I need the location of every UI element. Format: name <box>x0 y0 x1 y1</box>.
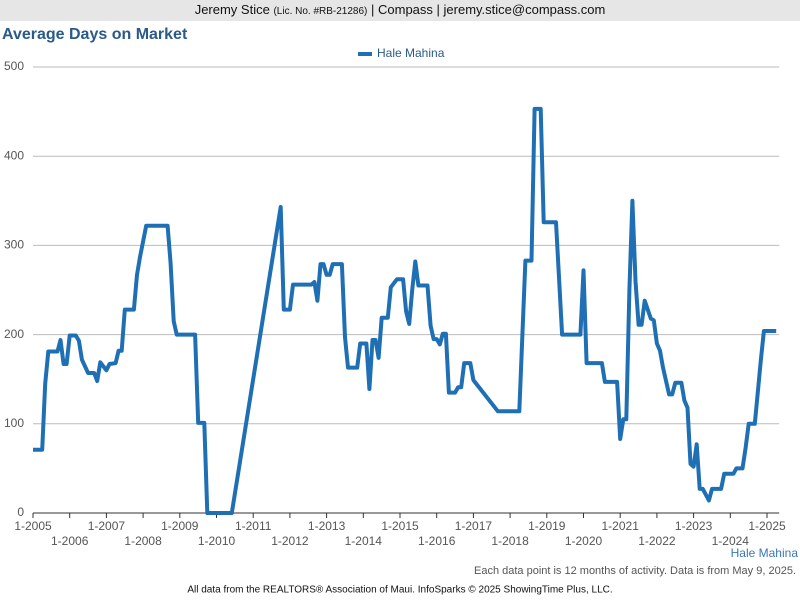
chart-title: Average Days on Market <box>2 26 188 43</box>
x-tick-label: 1-2013 <box>308 519 346 533</box>
license: (Lic. No. #RB-21286) <box>273 6 367 17</box>
y-tick-label: 400 <box>4 148 24 162</box>
x-tick-label: 1-2010 <box>198 534 236 548</box>
x-tick-label: 1-2015 <box>381 519 419 533</box>
x-tick-label: 1-2024 <box>712 534 750 548</box>
x-tick-label: 1-2019 <box>528 519 566 533</box>
source: All data from the REALTORS® Association … <box>187 585 612 596</box>
agent-name: Jeremy Stice <box>195 2 270 17</box>
y-tick-label: 100 <box>4 416 24 430</box>
y-tick-label: 0 <box>17 505 24 519</box>
y-tick-label: 300 <box>4 238 24 252</box>
y-tick-label: 200 <box>4 327 24 341</box>
data-line <box>33 106 777 515</box>
x-tick-label: 1-2012 <box>271 534 309 548</box>
x-tick-label: 1-2009 <box>161 519 199 533</box>
x-tick-label: 1-2007 <box>88 519 126 533</box>
y-tick-label: 500 <box>4 59 24 73</box>
x-tick-label: 1-2014 <box>345 534 383 548</box>
x-tick-label: 1-2008 <box>124 534 162 548</box>
series-label: Hale Mahina <box>731 546 799 560</box>
x-tick-label: 1-2025 <box>748 519 786 533</box>
x-tick-label: 1-2020 <box>565 534 603 548</box>
x-tick-label: 1-2017 <box>455 519 493 533</box>
x-tick-label: 1-2022 <box>638 534 676 548</box>
x-tick-label: 1-2016 <box>418 534 456 548</box>
x-tick-label: 1-2011 <box>235 519 272 533</box>
x-tick-label: 1-2006 <box>51 534 89 548</box>
x-tick-label: 1-2021 <box>602 519 640 533</box>
legend-label: Hale Mahina <box>377 46 445 60</box>
header-bar <box>0 0 800 21</box>
note: Each data point is 12 months of activity… <box>474 565 796 577</box>
header: Jeremy Stice (Lic. No. #RB-21286) | Comp… <box>195 2 606 17</box>
x-tick-label: 1-2018 <box>491 534 529 548</box>
x-tick-label: 1-2005 <box>14 519 52 533</box>
x-tick-label: 1-2023 <box>675 519 713 533</box>
contact: | Compass | jeremy.stice@compass.com <box>371 2 605 17</box>
